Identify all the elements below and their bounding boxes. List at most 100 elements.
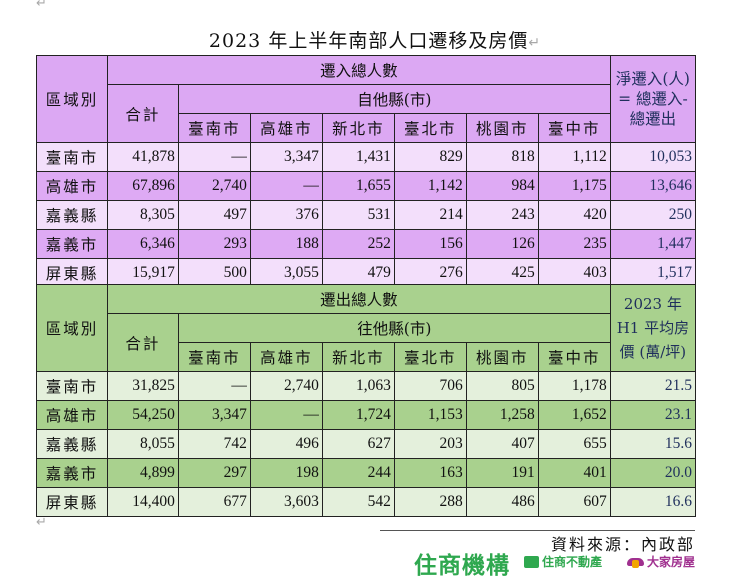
value-cell: 163 [393,458,467,488]
total-header: 合計 [106,313,179,372]
from-other-header: 自他縣(市) [177,84,611,114]
col-header: 臺北市 [393,113,467,143]
value-cell: 407 [465,429,539,459]
value-cell: 420 [537,200,611,230]
value-cell: 1,655 [321,171,395,201]
value-cell: 401 [537,458,611,488]
net-cell: 250 [609,200,697,230]
region-cell: 臺南市 [36,371,108,401]
total-cell: 4,899 [106,458,179,488]
value-cell: 706 [393,371,467,401]
house-logo-icon [627,556,644,568]
brand-logo-secondary: 住商不動產 [524,553,602,570]
out-migration-table: 區域別 遷出總人數 2023 年 H1 平均房價 (萬/坪) 合計 往他縣(市)… [36,284,697,517]
paragraph-mark: ↵ [36,515,47,530]
value-cell: 829 [393,142,467,172]
table-row: 臺南市 31,825 — 2,740 1,063 706 805 1,178 2… [36,371,697,401]
value-cell: 542 [321,487,395,517]
table-row: 高雄市 67,896 2,740 — 1,655 1,142 984 1,175… [36,171,697,201]
value-cell: 288 [393,487,467,517]
region-cell: 嘉義市 [36,458,108,488]
col-header: 新北市 [321,113,395,143]
value-cell: 1,178 [537,371,611,401]
paragraph-mark: ↵ [36,0,47,11]
value-cell: — [249,400,323,430]
value-cell: 2,740 [177,171,251,201]
avg-price-header: 2023 年 H1 平均房價 (萬/坪) [609,284,697,372]
value-cell: 1,063 [321,371,395,401]
price-cell: 21.5 [609,371,697,401]
value-cell: 1,142 [393,171,467,201]
value-cell: 1,153 [393,400,467,430]
region-header: 區域別 [36,284,108,372]
value-cell: 479 [321,258,395,288]
value-cell: 425 [465,258,539,288]
value-cell: 191 [465,458,539,488]
net-cell: 10,053 [609,142,697,172]
value-cell: 627 [321,429,395,459]
to-other-header: 往他縣(市) [177,313,611,343]
table-row: 嘉義縣 8,305 497 376 531 214 243 420 250 [36,200,697,230]
table-row: 臺南市 41,878 — 3,347 1,431 829 818 1,112 1… [36,142,697,172]
value-cell: 1,175 [537,171,611,201]
value-cell: 531 [321,200,395,230]
table-row: 嘉義市 6,346 293 188 252 156 126 235 1,447 [36,229,697,259]
net-cell: 1,447 [609,229,697,259]
region-cell: 高雄市 [36,171,108,201]
value-cell: 655 [537,429,611,459]
price-cell: 16.6 [609,487,697,517]
table-row: 屏東縣 14,400 677 3,603 542 288 486 607 16.… [36,487,697,517]
value-cell: 243 [465,200,539,230]
value-cell: 984 [465,171,539,201]
value-cell: 497 [177,200,251,230]
value-cell: 805 [465,371,539,401]
data-source: 資料來源：內政部 [550,535,695,554]
total-cell: 6,346 [106,229,179,259]
out-group-header: 遷出總人數 [106,284,611,314]
region-cell: 屏東縣 [36,258,108,288]
value-cell: 607 [537,487,611,517]
table-row: 嘉義市 4,899 297 198 244 163 191 401 20.0 [36,458,697,488]
total-header: 合計 [106,84,179,143]
col-header: 新北市 [321,342,395,372]
brand-badge-icon [524,555,539,568]
price-cell: 15.6 [609,429,697,459]
table-row: 高雄市 54,250 3,347 — 1,724 1,153 1,258 1,6… [36,400,697,430]
value-cell: 126 [465,229,539,259]
value-cell: 1,724 [321,400,395,430]
brand-secondary-text: 住商不動產 [542,555,603,569]
value-cell: 1,431 [321,142,395,172]
table-row: 嘉義縣 8,055 742 496 627 203 407 655 15.6 [36,429,697,459]
value-cell: 293 [177,229,251,259]
paragraph-mark: ↵ [528,35,542,51]
col-header: 臺北市 [393,342,467,372]
net-cell: 1,517 [609,258,697,288]
region-cell: 嘉義市 [36,229,108,259]
value-cell: 403 [537,258,611,288]
value-cell: 252 [321,229,395,259]
value-cell: 818 [465,142,539,172]
region-cell: 屏東縣 [36,487,108,517]
footer-divider [380,530,695,531]
value-cell: 203 [393,429,467,459]
col-header: 桃園市 [465,342,539,372]
total-cell: 41,878 [106,142,179,172]
brand-logo-main: 住商機構 [414,553,510,579]
total-cell: 8,305 [106,200,179,230]
value-cell: — [249,171,323,201]
table-row: 屏東縣 15,917 500 3,055 479 276 425 403 1,5… [36,258,697,288]
value-cell: 235 [537,229,611,259]
value-cell: 1,258 [465,400,539,430]
value-cell: 214 [393,200,467,230]
value-cell: 276 [393,258,467,288]
value-cell: 297 [177,458,251,488]
total-cell: 8,055 [106,429,179,459]
net-cell: 13,646 [609,171,697,201]
col-header: 臺中市 [537,342,611,372]
value-cell: 156 [393,229,467,259]
value-cell: 244 [321,458,395,488]
title-text: 2023 年上半年南部人口遷移及房價 [208,30,529,52]
brand-tertiary-text: 大家房屋 [647,555,696,569]
in-group-header: 遷入總人數 [106,55,611,85]
value-cell: 1,652 [537,400,611,430]
